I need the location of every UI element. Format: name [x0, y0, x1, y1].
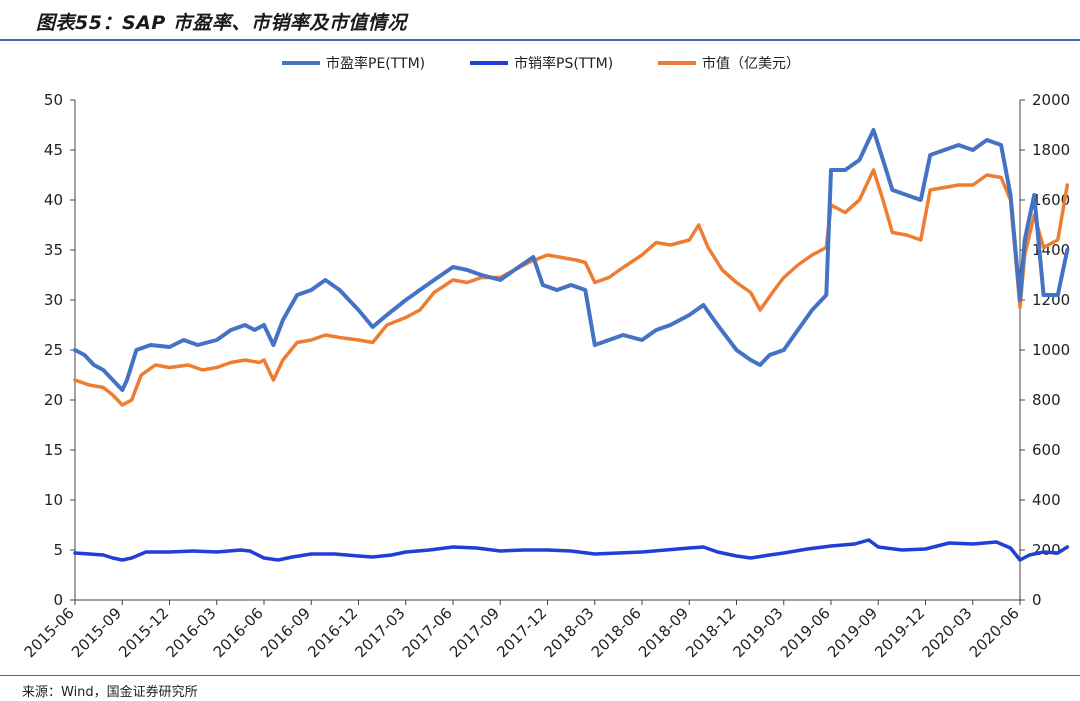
legend-item-pe-label: 市盈率PE(TTM): [326, 55, 425, 72]
left-axis-tick-label: 50: [44, 91, 63, 109]
left-axis-tick-label: 20: [44, 391, 63, 409]
left-axis-tick-label: 15: [44, 441, 63, 459]
x-axis-tick-label: 2020-03: [919, 604, 976, 661]
title-bar: 图表55：SAP 市盈率、市销率及市值情况: [0, 0, 1080, 41]
right-axis-tick-label: 800: [1032, 391, 1061, 409]
x-axis-tick-label: 2016-09: [257, 604, 314, 661]
x-axis-tick-label: 2018-09: [635, 604, 692, 661]
left-axis-tick-label: 35: [44, 241, 63, 259]
x-axis-tick-label: 2017-03: [352, 604, 409, 661]
chart-area: 0 5 10 15 20 25 30 35 40 45 50 0 200 400 600 800 1000 120…: [21, 55, 1070, 661]
x-axis-tick-label: 2018-06: [588, 604, 645, 661]
pe-series-line: [73, 128, 1070, 392]
right-axis-tick-label: 600: [1032, 441, 1061, 459]
x-axis-tick-label: 2015-06: [21, 604, 78, 661]
right-axis-tick-label: 400: [1032, 491, 1061, 509]
right-axis-tick-label: 0: [1032, 591, 1042, 609]
legend-item-ps-label: 市销率PS(TTM): [514, 55, 613, 72]
right-axis-tick-label: 1000: [1032, 341, 1070, 359]
left-axis-tick-label: 25: [44, 341, 63, 359]
title-divider: [0, 39, 1080, 41]
x-axis-tick-label: 2019-09: [824, 604, 881, 661]
left-axis-tick-label: 40: [44, 191, 63, 209]
source-note: 来源：Wind，国金证券研究所: [22, 685, 198, 700]
chart-title: 图表55：SAP 市盈率、市销率及市值情况: [36, 12, 407, 34]
x-axis-tick-label: 2019-12: [871, 604, 928, 661]
x-axis-tick-label: 2020-06: [966, 604, 1023, 661]
x-axis-tick-label: 2017-06: [399, 604, 456, 661]
x-axis-tick-label: 2018-03: [541, 604, 598, 661]
x-axis-tick-label: 2019-03: [730, 604, 787, 661]
source-divider: [0, 675, 1080, 676]
right-axis-tick-label: 1800: [1032, 141, 1070, 159]
right-axis-tick-label: 200: [1032, 541, 1061, 559]
x-axis-tick-label: 2015-12: [115, 604, 172, 661]
x-axis-tick-label: 2016-03: [163, 604, 220, 661]
left-axis-tick-label: 0: [53, 591, 63, 609]
right-axis-tick-label: 2000: [1032, 91, 1070, 109]
right-axis-tick-label: 1600: [1032, 191, 1070, 209]
x-axis-tick-label: 2017-09: [446, 604, 503, 661]
x-axis-tick-label: 2016-06: [210, 604, 267, 661]
market-value-series-line: [73, 168, 1070, 407]
x-axis-tick-label: 2019-06: [777, 604, 834, 661]
left-axis-tick-label: 10: [44, 491, 63, 509]
legend-item-market-value-label: 市值（亿美元）: [702, 55, 800, 72]
x-axis-tick-label: 2015-09: [68, 604, 125, 661]
x-axis-tick-label: 2016-12: [304, 604, 361, 661]
x-axis-tick-label: 2017-12: [493, 604, 550, 661]
right-axis-tick-label: 1200: [1032, 291, 1070, 309]
left-axis-tick-label: 30: [44, 291, 63, 309]
left-axis-tick-label: 5: [53, 541, 63, 559]
ps-series-line: [73, 538, 1070, 562]
left-axis-tick-label: 45: [44, 141, 63, 159]
x-axis-tick-label: 2018-12: [682, 604, 739, 661]
